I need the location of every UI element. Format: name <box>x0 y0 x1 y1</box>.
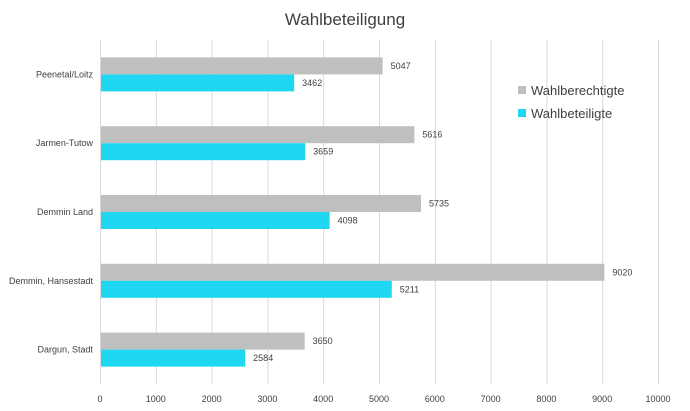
bar-wahlberechtigte-0 <box>101 57 383 75</box>
bar-wahlbeteiligte-2 <box>101 212 330 229</box>
data-label: 2584 <box>253 353 273 363</box>
x-tick-label: 1000 <box>146 394 166 404</box>
x-tick-label: 3000 <box>257 394 277 404</box>
data-labels: 5047 3462 5616 3659 5735 4098 9020 5211 3650 2584 <box>253 61 632 363</box>
category-label: Demmin Land <box>37 207 93 217</box>
legend-label: Wahlberechtigte <box>531 83 624 98</box>
legend: Wahlberechtigte Wahlbeteiligte <box>518 83 624 121</box>
data-label: 3650 <box>313 336 333 346</box>
bar-wahlbeteiligte-0 <box>101 74 295 92</box>
category-label: Demmin, Hansestadt <box>9 276 94 286</box>
legend-swatch-wahlberechtigte <box>518 86 526 94</box>
data-label: 4098 <box>338 216 358 226</box>
legend-label: Wahlbeteiligte <box>531 106 612 121</box>
bar-wahlberechtigte-3 <box>101 263 605 281</box>
data-label: 5616 <box>422 130 442 140</box>
bar-wahlbeteiligte-4 <box>101 349 246 367</box>
legend-swatch-wahlbeteiligte <box>518 109 526 117</box>
x-axis-ticks: 0 1000 2000 3000 4000 5000 6000 7000 8000 9000 100… <box>97 394 670 404</box>
x-tick-label: 8000 <box>536 394 556 404</box>
bar-wahlbeteiligte-1 <box>101 143 306 161</box>
data-label: 9020 <box>612 267 632 277</box>
data-label: 3462 <box>302 78 322 88</box>
x-tick-label: 7000 <box>481 394 501 404</box>
data-label: 5211 <box>400 284 419 294</box>
bar-wahlbeteiligte-3 <box>101 280 392 298</box>
category-label: Peenetal/Loitz <box>36 69 94 79</box>
data-label: 5047 <box>391 61 411 71</box>
x-tick-label: 5000 <box>369 394 389 404</box>
bars <box>101 57 605 367</box>
category-labels: Peenetal/Loitz Jarmen-Tutow Demmin Land Dem… <box>9 69 94 354</box>
category-label: Dargun, Stadt <box>37 345 93 355</box>
data-label: 3659 <box>313 147 333 157</box>
chart-title: Wahlbeteiligung <box>285 10 405 29</box>
x-tick-label: 9000 <box>592 394 612 404</box>
x-tick-label: 4000 <box>313 394 333 404</box>
x-tick-label: 10000 <box>645 394 670 404</box>
category-label: Jarmen-Tutow <box>36 138 94 148</box>
bar-wahlberechtigte-4 <box>101 332 305 350</box>
x-tick-label: 6000 <box>425 394 445 404</box>
bar-wahlberechtigte-2 <box>101 195 422 212</box>
x-tick-label: 0 <box>97 394 102 404</box>
x-tick-label: 2000 <box>202 394 222 404</box>
data-label: 5735 <box>429 199 449 209</box>
bar-wahlberechtigte-1 <box>101 126 415 144</box>
